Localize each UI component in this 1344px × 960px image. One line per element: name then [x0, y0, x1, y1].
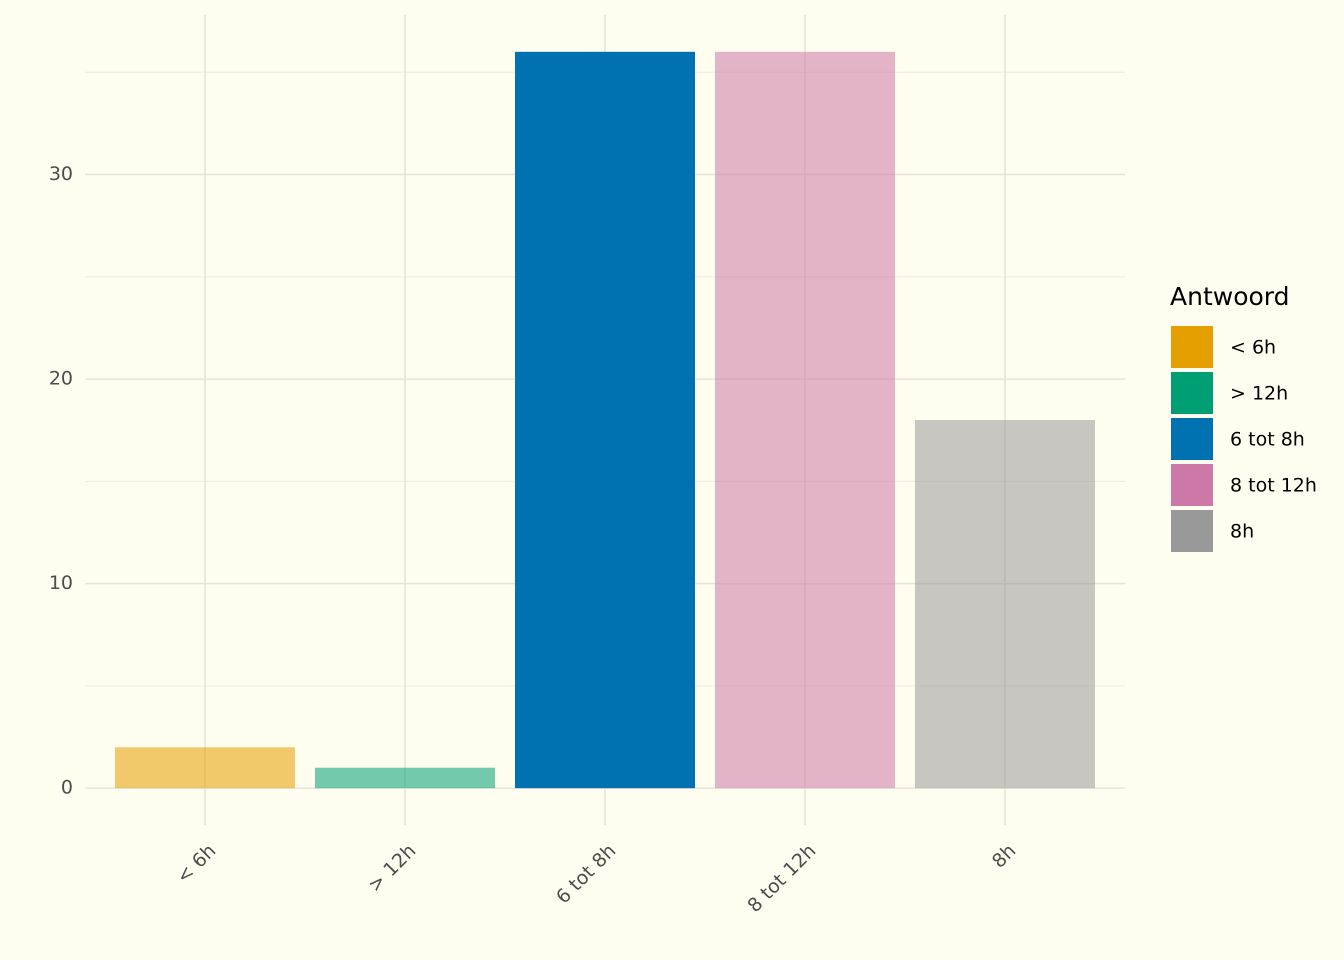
legend-label: > 12h	[1230, 383, 1288, 405]
legend-label: < 6h	[1230, 337, 1276, 359]
legend-key	[1171, 372, 1213, 414]
bar	[715, 51, 895, 789]
legend-label: 6 tot 8h	[1230, 429, 1305, 451]
legend-key	[1171, 418, 1213, 460]
bar	[915, 420, 1095, 789]
y-tick-label: 20	[49, 368, 73, 390]
legend-label: 8 tot 12h	[1230, 475, 1317, 497]
y-tick-label: 10	[49, 572, 73, 594]
bar	[515, 51, 695, 789]
y-tick-label: 0	[61, 777, 73, 799]
legend-key	[1171, 510, 1213, 552]
bar	[115, 747, 295, 789]
bar	[315, 767, 495, 789]
legend-label: 8h	[1230, 521, 1254, 543]
legend-key	[1171, 326, 1213, 368]
y-tick-label: 30	[49, 163, 73, 185]
legend-key	[1171, 464, 1213, 506]
legend-title: Antwoord	[1170, 282, 1290, 311]
